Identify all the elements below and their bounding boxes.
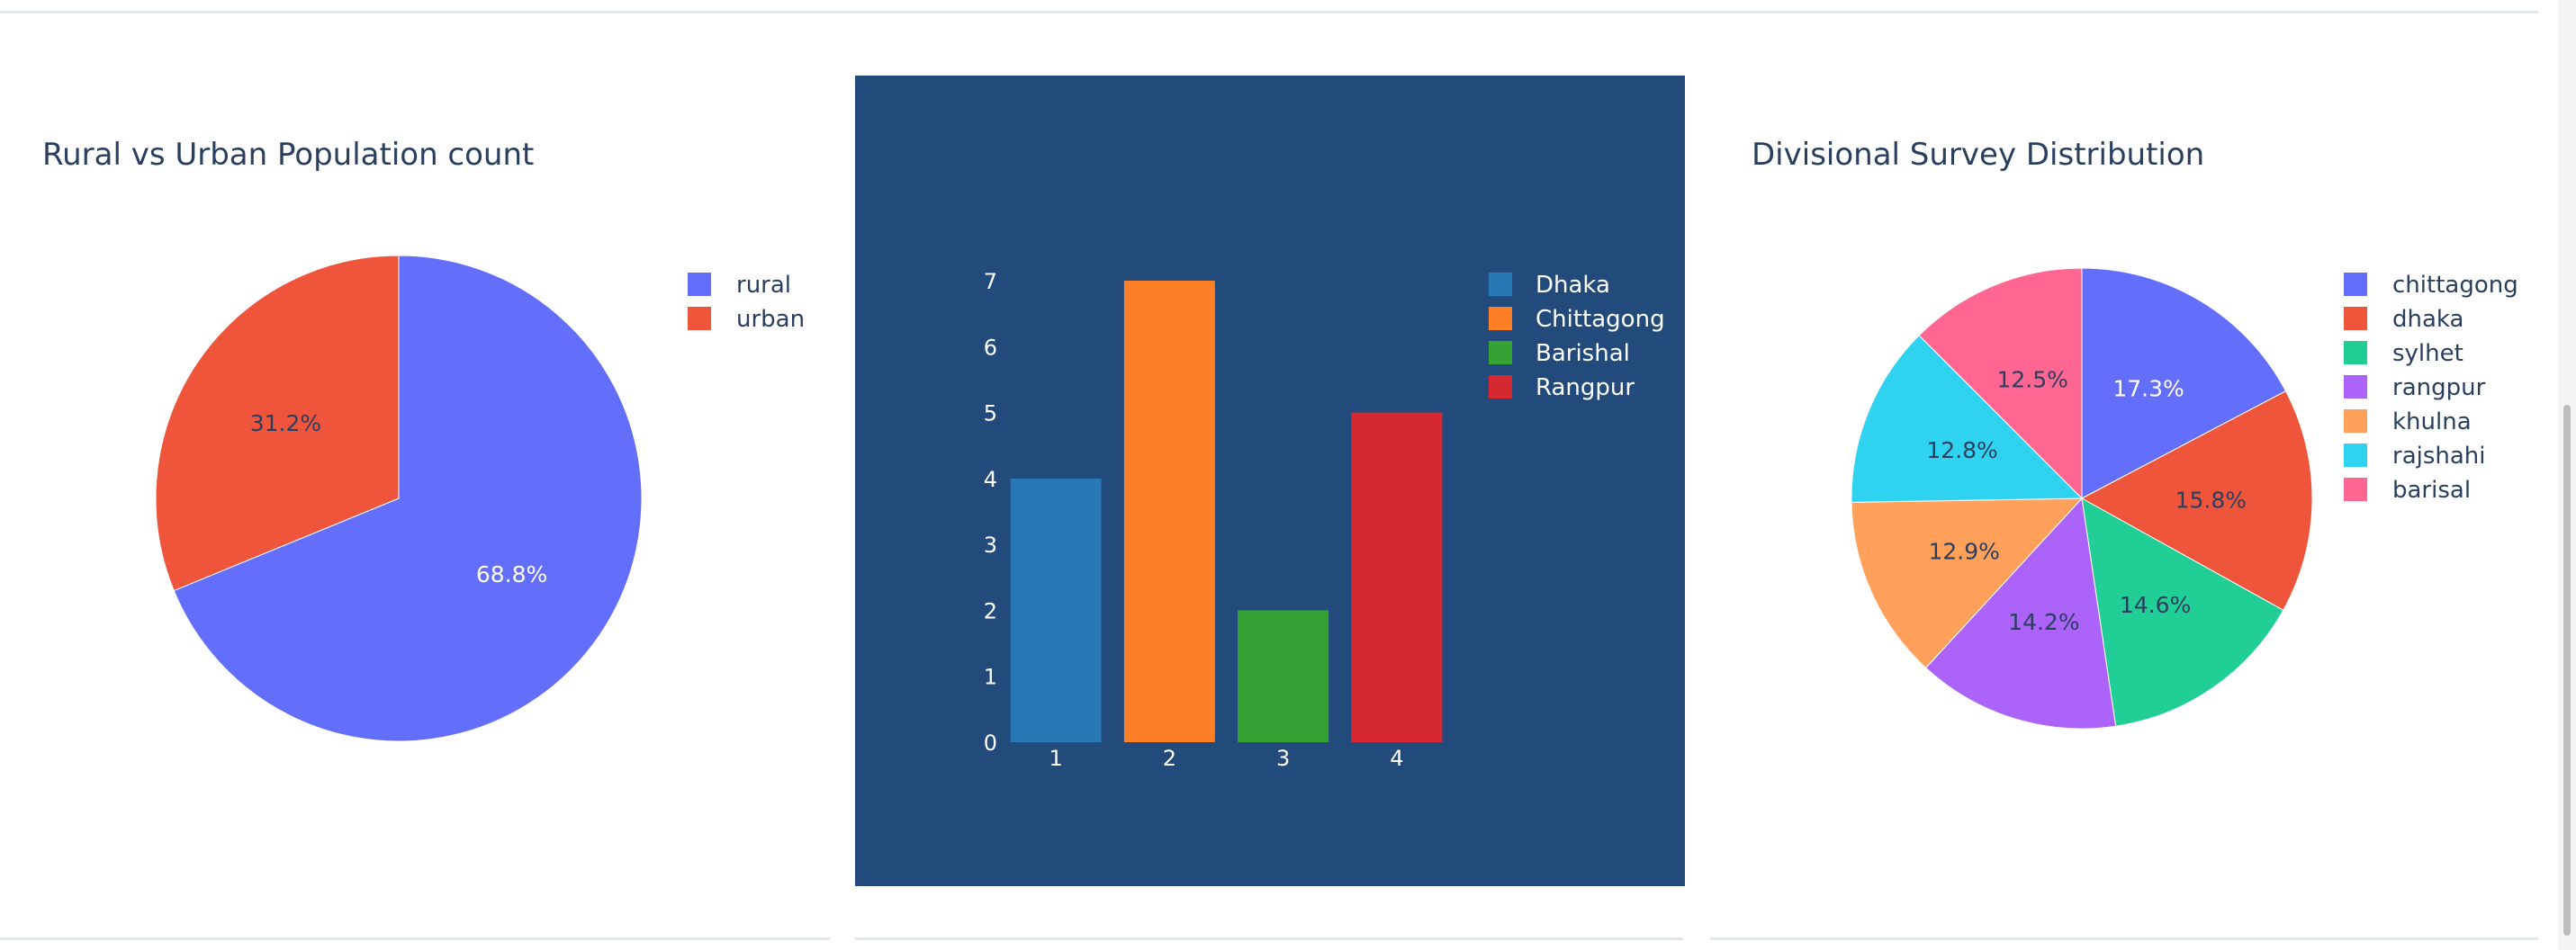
pie-slice-barisal[interactable] — [1918, 267, 2083, 500]
legend-label-chittagong[interactable]: Chittagong — [1536, 306, 1665, 333]
bottom-divider-left — [0, 937, 830, 940]
pie-slice-rural[interactable] — [173, 255, 643, 742]
y-tick-label: 2 — [984, 598, 997, 623]
legend-label-chittagong[interactable]: chittagong — [2392, 272, 2518, 299]
slice-label-chittagong: 17.3% — [2112, 375, 2184, 401]
legend-label-rangpur[interactable]: rangpur — [2392, 374, 2486, 401]
y-tick-label: 0 — [984, 730, 997, 756]
legend-swatch-chittagong[interactable] — [2344, 273, 2367, 296]
legend-label-sylhet[interactable]: sylhet — [2392, 340, 2463, 367]
legend-label-khulna[interactable]: khulna — [2392, 408, 2472, 435]
y-tick-label: 6 — [984, 335, 997, 360]
x-tick-label: 1 — [1049, 746, 1062, 771]
scrollbar-thumb[interactable] — [2563, 405, 2571, 936]
division-bar-panel: 0 1 2 3 4 5 6 7 1 2 3 4 Dhaka Chittagong Barishal Ran… — [855, 76, 1685, 886]
slice-label-sylhet: 14.6% — [2120, 592, 2191, 618]
page-scrollbar[interactable] — [2558, 0, 2576, 950]
legend-swatch-barishal[interactable] — [1489, 341, 1512, 364]
chart-background — [855, 76, 1685, 886]
y-tick-label: 4 — [984, 467, 997, 492]
bar-rangpur[interactable] — [1351, 412, 1443, 742]
legend-swatch-dhaka[interactable] — [1489, 273, 1512, 296]
legend-swatch-barisal[interactable] — [2344, 478, 2367, 501]
slice-label-rangpur: 14.2% — [2008, 609, 2079, 635]
pie-slice-sylhet[interactable] — [2081, 497, 2284, 727]
y-tick-label: 5 — [984, 401, 997, 426]
y-tick-label: 7 — [984, 269, 997, 294]
slice-label-rural: 68.8% — [476, 561, 547, 587]
slice-label-barisal: 12.5% — [1996, 367, 2067, 393]
legend-label-rangpur[interactable]: Rangpur — [1536, 374, 1635, 401]
x-tick-label: 2 — [1163, 746, 1176, 771]
bar-chittagong[interactable] — [1123, 281, 1215, 742]
top-divider — [0, 11, 2538, 13]
pie-slice-rangpur[interactable] — [1924, 497, 2117, 730]
rural-urban-pie-chart: Rural vs Urban Population count 68.8% 31.… — [42, 137, 805, 742]
legend-label-barishal[interactable]: Barishal — [1536, 340, 1630, 367]
pie-slice-urban[interactable] — [155, 255, 400, 592]
legend-swatch-rajshahi[interactable] — [2344, 444, 2367, 467]
bar-barishal[interactable] — [1238, 610, 1329, 742]
bottom-divider-middle — [855, 937, 1683, 940]
chart-title: Divisional Survey Distribution — [1752, 137, 2204, 173]
pie-slice-khulna[interactable] — [1851, 497, 2084, 669]
divisional-survey-pie-chart: Divisional Survey Distribution 17.3% 15.8… — [1752, 137, 2518, 730]
x-tick-label: 3 — [1276, 746, 1290, 771]
legend-label-urban[interactable]: urban — [736, 306, 805, 333]
slice-label-dhaka: 15.8% — [2175, 488, 2247, 514]
legend-swatch-rural[interactable] — [688, 273, 711, 296]
division-bar-chart: 0 1 2 3 4 5 6 7 1 2 3 4 Dhaka Chittagong Barishal Ran… — [855, 76, 1685, 886]
legend-swatch-rangpur[interactable] — [1489, 375, 1512, 399]
x-tick-label: 4 — [1390, 746, 1403, 771]
legend-label-rural[interactable]: rural — [736, 272, 791, 299]
pie-slice-chittagong[interactable] — [2081, 267, 2287, 499]
legend-swatch-rangpur[interactable] — [2344, 375, 2367, 399]
pie-slice-rajshahi[interactable] — [1851, 335, 2084, 503]
bar-dhaka[interactable] — [1010, 478, 1102, 742]
legend-swatch-sylhet[interactable] — [2344, 341, 2367, 364]
legend-swatch-dhaka[interactable] — [2344, 307, 2367, 330]
slice-label-urban: 31.2% — [250, 410, 321, 436]
legend-label-dhaka[interactable]: Dhaka — [1536, 272, 1610, 299]
chart-title: Rural vs Urban Population count — [42, 137, 534, 173]
legend-swatch-khulna[interactable] — [2344, 409, 2367, 433]
bottom-divider-right — [1710, 937, 2538, 940]
legend-swatch-urban[interactable] — [688, 307, 711, 330]
rural-urban-panel: Rural vs Urban Population count 68.8% 31.… — [0, 76, 828, 886]
y-tick-label: 1 — [984, 665, 997, 690]
pie-slice-dhaka[interactable] — [2080, 390, 2313, 611]
legend-label-barisal[interactable]: barisal — [2392, 477, 2471, 504]
y-tick-label: 3 — [984, 533, 997, 558]
slice-label-rajshahi: 12.8% — [1926, 437, 1997, 463]
legend-label-rajshahi[interactable]: rajshahi — [2392, 443, 2486, 470]
slice-label-khulna: 12.9% — [1929, 539, 2000, 565]
legend-swatch-chittagong[interactable] — [1489, 307, 1512, 330]
legend-label-dhaka[interactable]: dhaka — [2392, 306, 2463, 333]
divisional-survey-panel: Divisional Survey Distribution 17.3% 15.8… — [1710, 76, 2538, 886]
